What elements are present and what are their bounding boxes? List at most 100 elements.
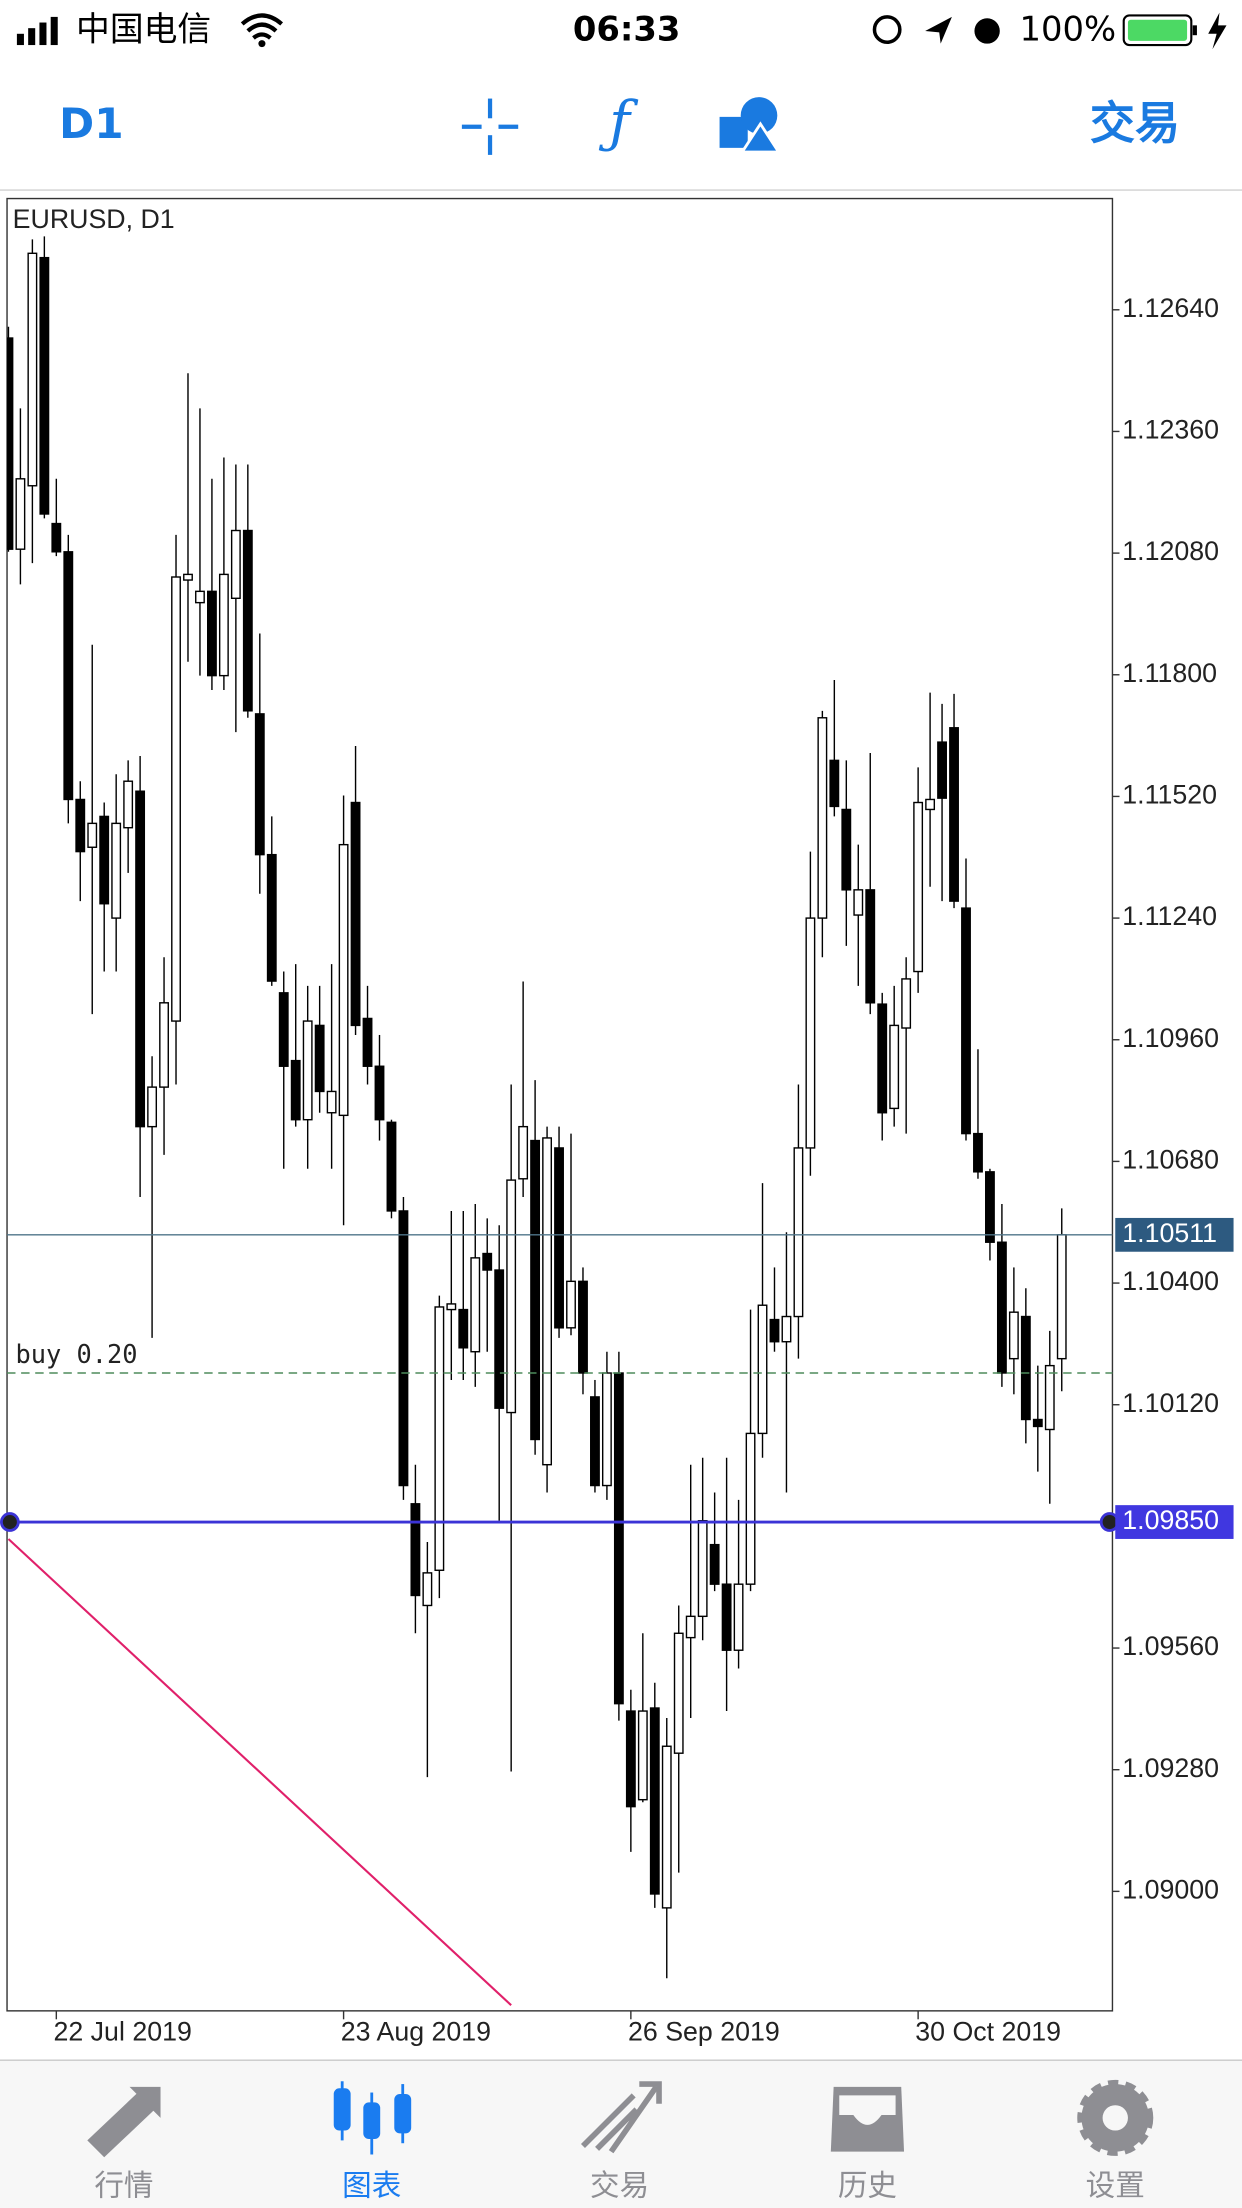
tab-label[interactable]: 历史 [838, 2168, 897, 2202]
trade-tab-icon[interactable] [580, 2081, 662, 2154]
carrier: 中国电信 [76, 9, 211, 48]
candle-body [314, 1024, 325, 1093]
quotes-tab-icon[interactable] [87, 2086, 161, 2158]
candle-body [338, 843, 349, 1117]
tab-label[interactable]: 交易 [590, 2168, 649, 2202]
toolbar: D1 ƒ 交易 [0, 90, 1242, 191]
status-bar: 中国电信 06:33 100% [16, 9, 1227, 50]
signal-bar [50, 16, 58, 46]
chart-tab-icon[interactable] [333, 2081, 412, 2155]
candle-body [458, 1308, 469, 1349]
y-tick-label: 1.12640 [1122, 293, 1219, 323]
candle-body [75, 798, 86, 853]
candle-body [877, 1003, 888, 1114]
candle-body [1020, 1315, 1031, 1421]
line-handle [0, 1512, 20, 1532]
candle-body [709, 1543, 720, 1585]
candle-body [254, 713, 265, 856]
candle-body [601, 1372, 612, 1487]
y-tick-label: 1.12080 [1122, 536, 1219, 566]
chart: EURUSD, D1 1.12640 1.12360 1.12080 1.11800 1… [0, 197, 1234, 2046]
history-tab-icon[interactable] [830, 2086, 905, 2152]
price-label-box [1115, 1505, 1234, 1539]
y-tick-label: 1.09000 [1122, 1874, 1219, 1904]
battery-percent: 100% [1020, 9, 1117, 48]
candle-body [278, 992, 289, 1067]
candle-body [769, 1318, 780, 1343]
candle-body [27, 252, 38, 487]
candle-body [39, 256, 50, 515]
candle-body [757, 1304, 768, 1435]
price-label: 1.10511 [1122, 1218, 1217, 1248]
charging-icon [1208, 12, 1227, 50]
wifi-icon [258, 40, 266, 48]
candle-body [111, 822, 122, 919]
candle-body [506, 1179, 517, 1414]
crosshair-button[interactable] [461, 98, 519, 155]
candle-body [805, 917, 816, 1149]
candle-body [266, 853, 277, 982]
candle-body [566, 1280, 576, 1329]
candle-body [661, 1745, 672, 1909]
candle-body [410, 1503, 421, 1597]
candle-body [434, 1306, 445, 1571]
y-tick-label: 1.11520 [1122, 779, 1217, 809]
candle-body [733, 1583, 744, 1651]
candle-body [99, 815, 110, 905]
x-tick-label: 23 Aug 2019 [341, 2016, 491, 2046]
y-tick-label: 1.11240 [1122, 901, 1217, 931]
candle-body [123, 780, 134, 829]
candle-body [901, 978, 912, 1029]
candle-body [195, 590, 205, 604]
signal-bar [28, 28, 36, 46]
tab-label[interactable]: 设置 [1086, 2168, 1145, 2202]
signal-bar [16, 33, 24, 46]
chart-title: EURUSD, D1 [13, 204, 175, 234]
candle-body [1008, 1311, 1019, 1360]
candle-body [218, 573, 229, 677]
y-tick-label: 1.12360 [1122, 415, 1219, 445]
y-tick-label: 1.10120 [1122, 1388, 1219, 1418]
battery-tip [1192, 25, 1197, 36]
candle-body [745, 1432, 756, 1585]
candle-body [578, 1280, 588, 1374]
candle-body [398, 1210, 409, 1487]
timeframe-button[interactable]: D1 [59, 99, 123, 148]
candle-body [51, 522, 62, 553]
candle-body [446, 1303, 457, 1311]
candle-body [925, 798, 936, 811]
candle-body [87, 822, 98, 848]
y-tick-label: 1.09560 [1122, 1631, 1219, 1661]
x-tick-label: 26 Sep 2019 [628, 2016, 780, 2046]
alarm-icon [974, 18, 1000, 44]
y-tick-label: 1.11800 [1122, 658, 1217, 688]
candle-body [637, 1710, 648, 1801]
candle-body [1032, 1418, 1043, 1428]
candle-body [147, 1086, 158, 1128]
signal-bar [39, 22, 47, 46]
candle-body [207, 590, 217, 677]
candle-body [159, 1002, 169, 1088]
candle-body [302, 1020, 313, 1121]
clock: 06:33 [573, 9, 681, 48]
x-tick-label: 22 Jul 2019 [54, 2016, 192, 2046]
candle-body [961, 907, 971, 1135]
trade-button[interactable]: 交易 [1090, 97, 1180, 150]
candle-body [542, 1137, 552, 1466]
tab-label-active[interactable]: 图表 [342, 2168, 401, 2202]
objects-button[interactable] [719, 97, 782, 154]
wifi-icon [240, 13, 284, 40]
x-tick-label: 30 Oct 2019 [915, 2016, 1061, 2046]
candle-body [721, 1583, 732, 1651]
y-tick-label: 1.10960 [1122, 1023, 1219, 1053]
candle-body [494, 1269, 505, 1409]
indicators-button[interactable]: ƒ [598, 90, 639, 155]
candle-body [781, 1315, 792, 1343]
plot-area [7, 236, 1067, 2006]
candle-body [590, 1396, 600, 1487]
candle-body [829, 759, 840, 808]
settings-tab-icon[interactable] [1077, 2079, 1154, 2156]
tab-label[interactable]: 行情 [94, 2168, 153, 2202]
